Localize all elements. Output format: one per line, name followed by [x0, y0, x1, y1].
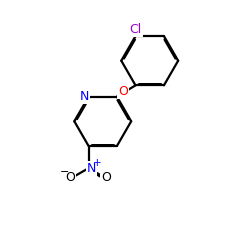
- Text: O: O: [66, 171, 76, 184]
- Text: N: N: [87, 162, 96, 175]
- Text: Cl: Cl: [130, 24, 142, 36]
- Text: +: +: [93, 158, 102, 168]
- Text: O: O: [101, 171, 111, 184]
- Text: O: O: [118, 84, 128, 98]
- Text: N: N: [80, 90, 89, 103]
- Text: −: −: [60, 168, 69, 177]
